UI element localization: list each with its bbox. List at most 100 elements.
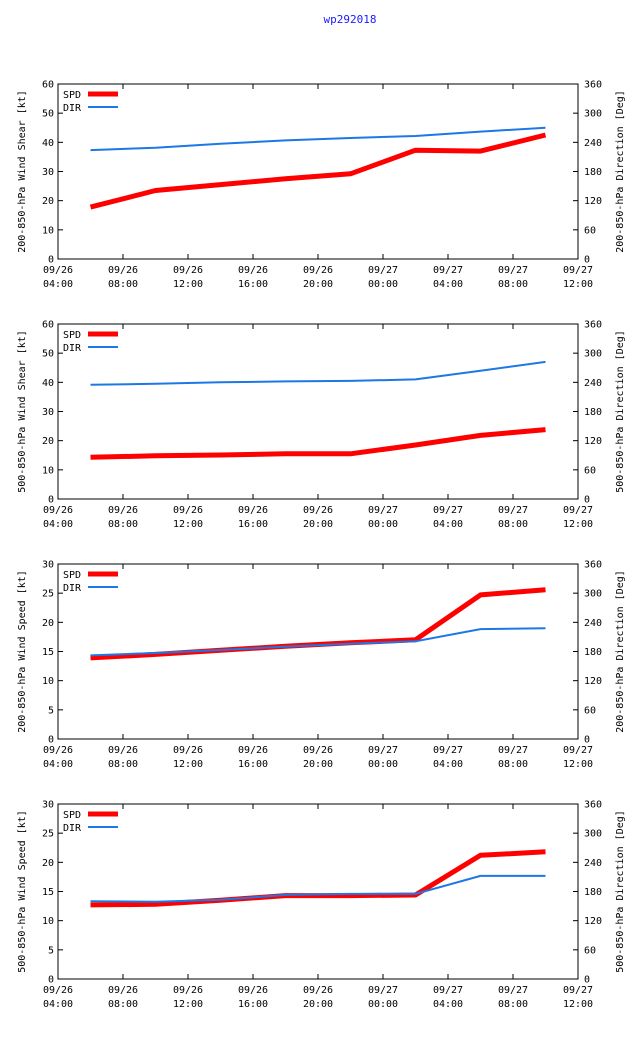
x-tick-date: 09/26 [173,265,203,276]
left-tick-label: 20 [42,196,54,207]
left-tick-label: 0 [48,495,54,506]
x-tick-date: 09/26 [238,265,268,276]
plot-frame [57,323,579,500]
x-tick-time: 12:00 [563,999,593,1010]
x-tick-time: 08:00 [498,519,528,530]
x-tick-time: 08:00 [108,519,138,530]
x-tick-time: 00:00 [368,999,398,1010]
x-tick-time: 12:00 [173,279,203,290]
left-tick-label: 40 [42,378,54,389]
right-tick-label: 120 [584,676,602,687]
dir-series-line [90,360,546,386]
legend-label-spd: SPD [63,330,81,341]
x-tick-time: 16:00 [238,999,268,1010]
plot-frame [57,803,579,980]
x-tick-time: 08:00 [108,999,138,1010]
legend-label-dir: DIR [63,583,82,594]
right-tick-label: 120 [584,436,602,447]
x-tick-date: 09/27 [498,985,528,996]
left-tick-label: 10 [42,465,54,476]
x-tick-time: 12:00 [173,519,203,530]
x-tick-time: 12:00 [563,759,593,770]
x-tick-date: 09/26 [108,265,138,276]
spd-series-line [90,849,546,908]
x-tick-date: 09/26 [108,505,138,516]
legend-label-spd: SPD [63,570,81,581]
x-tick-date: 09/27 [433,265,463,276]
legend-label-spd: SPD [63,90,81,101]
x-tick-time: 00:00 [368,519,398,530]
left-tick-label: 30 [42,800,54,811]
x-tick-date: 09/27 [498,745,528,756]
right-tick-label: 0 [584,735,590,746]
x-tick-date: 09/26 [43,505,73,516]
dir-series-line [90,874,546,903]
left-tick-label: 60 [42,80,54,91]
x-tick-time: 08:00 [108,759,138,770]
left-tick-label: 10 [42,225,54,236]
x-tick-time: 04:00 [433,519,463,530]
left-tick-label: 15 [42,887,54,898]
right-tick-label: 120 [584,196,602,207]
x-tick-date: 09/27 [563,985,593,996]
left-tick-label: 50 [42,349,54,360]
y-axis-title-left: 200-850-hPa Wind Speed [kt] [17,570,28,733]
right-tick-label: 0 [584,495,590,506]
right-tick-label: 180 [584,647,602,658]
x-tick-date: 09/27 [368,745,398,756]
x-tick-time: 08:00 [498,999,528,1010]
right-tick-label: 180 [584,407,602,418]
left-tick-label: 0 [48,255,54,266]
right-tick-label: 360 [584,560,602,571]
right-tick-label: 120 [584,916,602,927]
x-tick-date: 09/27 [433,745,463,756]
y-axis-title-left: 200-850-hPa Wind Shear [kt] [17,90,28,253]
x-tick-date: 09/26 [173,745,203,756]
left-tick-label: 25 [42,589,54,600]
right-tick-label: 180 [584,887,602,898]
x-tick-date: 09/27 [433,985,463,996]
x-tick-date: 09/26 [238,505,268,516]
x-tick-date: 09/27 [563,265,593,276]
y-axis-title-right: 500-850-hPa Direction [Deg] [615,330,626,493]
x-tick-date: 09/26 [303,265,333,276]
x-tick-time: 04:00 [43,279,73,290]
right-tick-label: 0 [584,255,590,266]
x-tick-time: 12:00 [563,279,593,290]
x-tick-date: 09/27 [563,505,593,516]
page-title: wp292018 [323,13,377,26]
right-tick-label: 60 [584,945,596,956]
x-tick-time: 20:00 [303,519,333,530]
x-tick-time: 12:00 [173,999,203,1010]
right-tick-label: 300 [584,589,602,600]
spd-series-line [89,132,547,210]
chart-1: 0 10 20 30 40 50 60 0 60 120 180 240 300 360 09/26 04:0… [17,80,626,291]
left-tick-label: 30 [42,407,54,418]
left-tick-label: 50 [42,109,54,120]
chart-4: 05101520253006012018024030036009/2604:00… [17,800,626,1011]
x-tick-date: 09/26 [238,745,268,756]
dir-series-line [90,126,546,152]
right-tick-label: 240 [584,138,602,149]
left-tick-label: 0 [48,735,54,746]
right-tick-label: 300 [584,349,602,360]
left-tick-label: 5 [48,705,54,716]
y-axis-title-left: 500-850-hPa Wind Speed [kt] [17,810,28,973]
y-axis-title-right: 200-850-hPa Direction [Deg] [615,90,626,253]
legend-label-dir: DIR [63,343,82,354]
x-tick-time: 04:00 [43,759,73,770]
x-tick-date: 09/26 [108,745,138,756]
x-tick-date: 09/26 [108,985,138,996]
x-tick-time: 04:00 [43,519,73,530]
legend-label-dir: DIR [63,823,82,834]
x-tick-date: 09/26 [238,985,268,996]
x-tick-time: 00:00 [368,279,398,290]
right-tick-label: 60 [584,225,596,236]
x-tick-time: 16:00 [238,759,268,770]
x-tick-time: 16:00 [238,519,268,530]
plot-frame [57,563,579,740]
left-tick-label: 40 [42,138,54,149]
x-tick-time: 00:00 [368,759,398,770]
y-axis-title-right: 200-850-hPa Direction [Deg] [615,570,626,733]
y-axis-title-left: 500-850-hPa Wind Shear [kt] [17,330,28,493]
